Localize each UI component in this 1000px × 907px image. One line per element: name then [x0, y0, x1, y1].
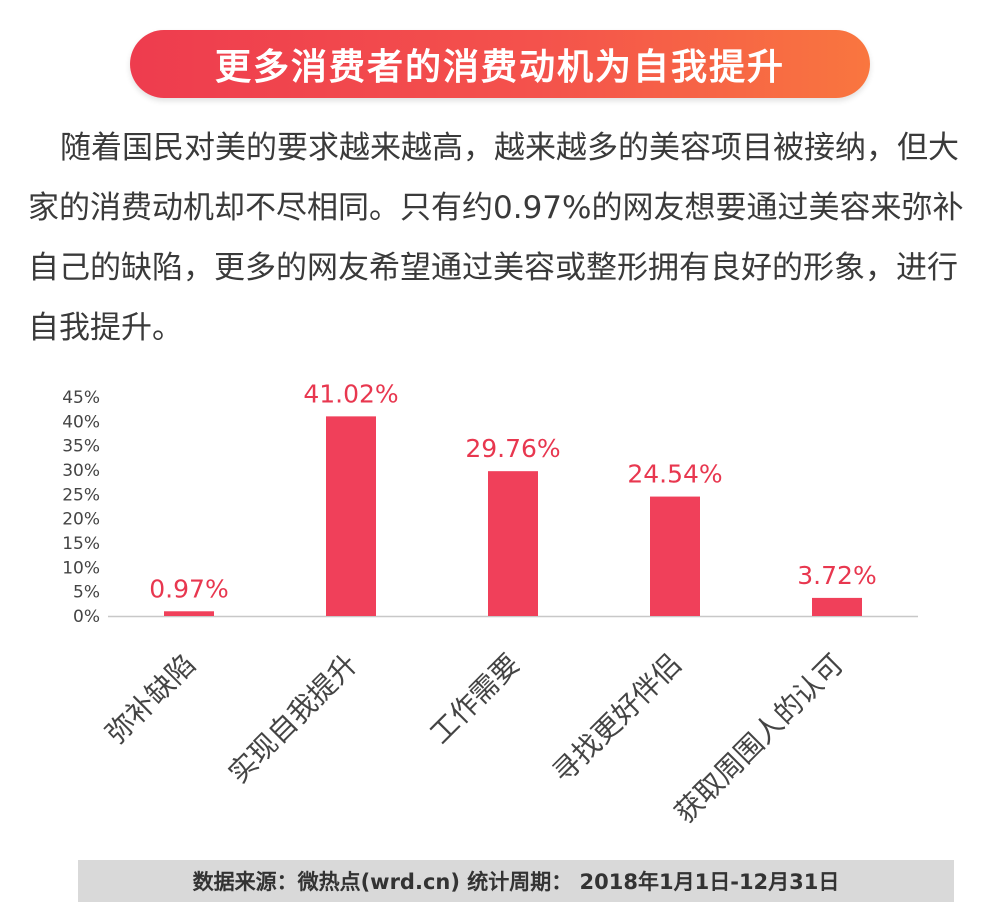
category-label: 实现自我提升 — [222, 648, 364, 790]
y-tick-label: 25% — [62, 485, 100, 505]
y-tick-label: 20% — [62, 510, 100, 530]
category-label: 获取周围人的认可 — [668, 648, 850, 830]
bar — [650, 496, 700, 616]
y-tick-label: 10% — [62, 558, 100, 578]
category-label: 弥补缺陷 — [99, 648, 202, 751]
value-label: 3.72% — [797, 561, 876, 590]
category-label: 工作需要 — [423, 648, 526, 751]
source-footer: 数据来源：微热点(wrd.cn) 统计周期： 2018年1月1日-12月31日 — [78, 860, 954, 902]
y-tick-label: 0% — [73, 607, 100, 627]
source-text: 数据来源：微热点(wrd.cn) 统计周期： 2018年1月1日-12月31日 — [192, 870, 840, 894]
bar — [326, 416, 376, 616]
y-tick-label: 35% — [62, 437, 100, 457]
category-label: 寻找更好伴侣 — [546, 648, 688, 790]
value-label: 24.54% — [627, 460, 722, 489]
bar — [488, 471, 538, 616]
bar — [812, 597, 862, 616]
value-label: 41.02% — [303, 380, 398, 408]
page-title: 更多消费者的消费动机为自我提升 — [214, 47, 785, 88]
y-tick-label: 45% — [62, 388, 100, 408]
bar — [164, 611, 214, 616]
intro-paragraph: 随着国民对美的要求越来越高，越来越多的美容项目被接纳，但大家的消费动机却不尽相同… — [28, 130, 964, 346]
title-banner: 更多消费者的消费动机为自我提升 — [130, 30, 870, 98]
y-axis: 0% 5% 10% 15% 20% 25% 30% 35% 40% 45% — [62, 388, 918, 627]
value-label: 29.76% — [465, 434, 560, 463]
y-tick-label: 30% — [62, 461, 100, 481]
bar-chart: 0% 5% 10% 15% 20% 25% 30% 35% 40% 45% 0.97% 41.02%… — [62, 380, 918, 830]
y-tick-label: 5% — [73, 583, 100, 603]
value-labels-group: 0.97% 41.02% 29.76% 24.54% 3.72% — [149, 380, 876, 603]
y-tick-label: 40% — [62, 412, 100, 432]
bars-group — [164, 416, 862, 616]
y-tick-label: 15% — [62, 534, 100, 554]
value-label: 0.97% — [149, 574, 228, 603]
